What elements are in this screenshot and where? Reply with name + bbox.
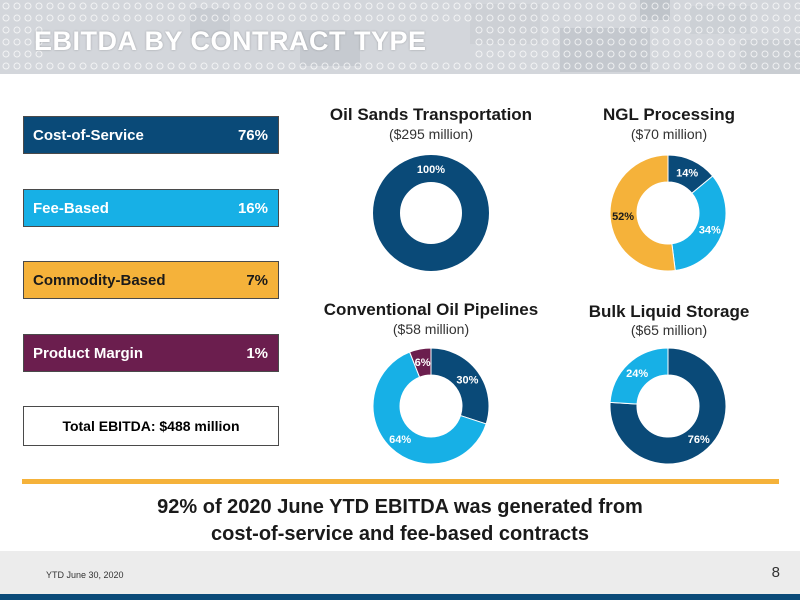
- legend-item-fee-based: Fee-Based 16%: [23, 189, 279, 227]
- donut-label-3-1: 24%: [626, 368, 648, 380]
- donut-slice-3-1: [609, 347, 669, 405]
- header-dots: [2, 2, 800, 70]
- summary-text: 92% of 2020 June YTD EBITDA was generate…: [0, 494, 800, 548]
- donut-label-0-0: 100%: [417, 164, 445, 176]
- footer: [0, 551, 800, 594]
- chart-subtitle-ngl: ($70 million): [630, 126, 708, 142]
- summary-line-1: 92% of 2020 June YTD EBITDA was generate…: [157, 496, 643, 518]
- chart-subtitle-oil-sands: ($295 million): [388, 126, 474, 142]
- header-banner: EBITDA BY CONTRACT TYPE: [0, 0, 800, 74]
- donut-label-1-2: 52%: [612, 211, 634, 223]
- divider: [22, 479, 779, 484]
- page-number: 8: [771, 564, 780, 581]
- summary-line-2: cost-of-service and fee-based contracts: [211, 523, 589, 545]
- legend-item-product-margin: Product Margin 1%: [23, 334, 279, 372]
- donut-label-2-0: 30%: [456, 375, 478, 387]
- page-title: EBITDA BY CONTRACT TYPE: [34, 26, 427, 56]
- chart-subtitle-conventional: ($58 million): [392, 321, 470, 337]
- total-ebitda: Total EBITDA: $488 million: [23, 406, 279, 446]
- donut-label-2-1: 64%: [389, 434, 411, 446]
- legend-label: Fee-Based: [33, 199, 109, 217]
- chart-title-ngl: NGL Processing: [603, 105, 735, 124]
- donut-slice-1-2: [609, 154, 676, 272]
- legend-label: Commodity-Based: [33, 271, 166, 289]
- chart-title-conventional: Conventional Oil Pipelines: [323, 300, 539, 319]
- donut-label-1-0: 14%: [676, 167, 698, 179]
- legend-value: 16%: [237, 199, 268, 217]
- chart-subtitle-bulk-storage: ($65 million): [630, 322, 708, 338]
- donut-slice-1-1: [671, 175, 727, 272]
- chart-title-bulk-storage: Bulk Liquid Storage: [588, 302, 750, 321]
- legend-label: Cost-of-Service: [33, 126, 144, 144]
- chart-title-oil-sands: Oil Sands Transportation: [329, 105, 533, 124]
- footer-note: YTD June 30, 2020: [46, 570, 124, 580]
- legend-label: Product Margin: [33, 344, 144, 362]
- footer-bar: [0, 594, 800, 600]
- donut-slice-0-0: [373, 155, 489, 271]
- legend-value: 76%: [237, 126, 268, 144]
- donut-slice-2-2: [409, 347, 432, 378]
- donut-slice-3-0: [609, 347, 727, 465]
- legend-value: 1%: [246, 344, 268, 362]
- donut-label-1-1: 34%: [699, 225, 721, 237]
- donut-label-2-2: 6%: [415, 357, 431, 369]
- legend-item-commodity-based: Commodity-Based 7%: [23, 261, 279, 299]
- donut-slice-2-0: [430, 347, 490, 425]
- legend-item-cost-of-service: Cost-of-Service 76%: [23, 116, 279, 154]
- donut-slice-2-1: [372, 351, 487, 465]
- legend-value: 7%: [246, 271, 268, 289]
- donut-label-3-0: 76%: [688, 434, 710, 446]
